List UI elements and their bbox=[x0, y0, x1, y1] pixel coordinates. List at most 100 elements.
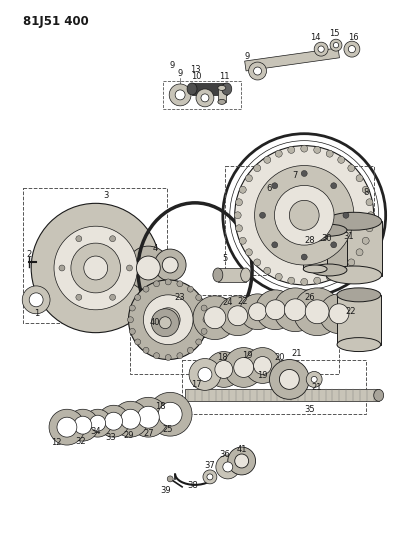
Text: 32: 32 bbox=[76, 437, 86, 446]
Text: 35: 35 bbox=[304, 405, 314, 414]
Bar bbox=[218, 88, 226, 102]
Bar bbox=[23, 188, 167, 322]
Circle shape bbox=[269, 360, 309, 399]
Circle shape bbox=[326, 150, 333, 157]
Circle shape bbox=[126, 265, 132, 271]
Circle shape bbox=[216, 455, 240, 479]
Ellipse shape bbox=[241, 268, 251, 282]
Circle shape bbox=[154, 353, 160, 359]
Circle shape bbox=[49, 409, 85, 445]
Circle shape bbox=[151, 309, 179, 337]
Circle shape bbox=[228, 306, 248, 326]
Circle shape bbox=[90, 415, 106, 431]
Circle shape bbox=[165, 354, 171, 360]
Circle shape bbox=[143, 286, 149, 292]
Circle shape bbox=[154, 281, 160, 287]
Circle shape bbox=[156, 308, 180, 332]
Circle shape bbox=[135, 295, 141, 301]
Circle shape bbox=[245, 348, 281, 383]
Text: 15: 15 bbox=[329, 29, 339, 38]
Circle shape bbox=[188, 348, 193, 353]
Circle shape bbox=[204, 307, 226, 329]
Circle shape bbox=[254, 259, 261, 266]
Circle shape bbox=[356, 175, 363, 182]
Circle shape bbox=[76, 236, 82, 241]
Circle shape bbox=[266, 300, 285, 320]
Circle shape bbox=[348, 165, 355, 172]
Text: 29: 29 bbox=[123, 431, 134, 440]
Circle shape bbox=[254, 165, 261, 172]
Text: 33: 33 bbox=[105, 433, 116, 442]
Text: 12: 12 bbox=[51, 438, 61, 447]
Circle shape bbox=[301, 145, 308, 152]
Circle shape bbox=[348, 45, 355, 53]
Text: 16: 16 bbox=[349, 33, 359, 42]
Circle shape bbox=[348, 259, 355, 266]
Text: 1: 1 bbox=[35, 309, 40, 318]
Text: 31: 31 bbox=[344, 232, 354, 241]
Circle shape bbox=[203, 470, 217, 484]
Ellipse shape bbox=[374, 389, 384, 401]
Circle shape bbox=[67, 409, 99, 441]
Ellipse shape bbox=[337, 337, 381, 352]
Circle shape bbox=[338, 156, 345, 163]
Circle shape bbox=[84, 256, 108, 280]
Circle shape bbox=[71, 243, 121, 293]
Circle shape bbox=[264, 156, 271, 163]
Circle shape bbox=[135, 339, 141, 345]
Circle shape bbox=[301, 254, 307, 260]
Ellipse shape bbox=[218, 85, 226, 91]
Circle shape bbox=[201, 328, 207, 334]
Circle shape bbox=[121, 409, 140, 429]
Circle shape bbox=[254, 67, 262, 75]
Circle shape bbox=[331, 183, 337, 189]
Circle shape bbox=[206, 352, 242, 387]
Ellipse shape bbox=[311, 264, 347, 276]
Text: 5: 5 bbox=[222, 254, 227, 263]
Circle shape bbox=[224, 348, 264, 387]
Circle shape bbox=[84, 409, 112, 437]
Circle shape bbox=[196, 295, 202, 301]
Circle shape bbox=[330, 39, 342, 51]
Bar bbox=[245, 48, 340, 71]
Circle shape bbox=[110, 294, 115, 300]
Circle shape bbox=[162, 257, 178, 273]
Text: 37: 37 bbox=[204, 462, 215, 471]
Text: 22: 22 bbox=[238, 297, 248, 306]
Ellipse shape bbox=[337, 288, 381, 302]
Circle shape bbox=[329, 304, 349, 324]
Circle shape bbox=[344, 41, 360, 57]
Bar bbox=[326, 221, 382, 276]
Circle shape bbox=[249, 62, 266, 80]
Circle shape bbox=[98, 405, 130, 437]
Circle shape bbox=[175, 90, 185, 100]
Text: 7: 7 bbox=[293, 171, 298, 180]
Text: 18: 18 bbox=[155, 402, 165, 411]
Circle shape bbox=[223, 462, 233, 472]
Circle shape bbox=[201, 305, 207, 311]
Text: 6: 6 bbox=[267, 184, 272, 193]
Circle shape bbox=[356, 249, 363, 256]
Circle shape bbox=[338, 267, 345, 274]
Text: 19: 19 bbox=[257, 371, 268, 380]
Text: 9: 9 bbox=[244, 52, 249, 61]
Circle shape bbox=[105, 412, 123, 430]
Circle shape bbox=[264, 267, 271, 274]
Circle shape bbox=[362, 186, 369, 193]
Bar bbox=[130, 295, 339, 375]
Bar bbox=[337, 295, 381, 345]
Circle shape bbox=[293, 288, 341, 336]
Circle shape bbox=[169, 84, 191, 106]
Text: 4: 4 bbox=[152, 244, 158, 253]
Circle shape bbox=[319, 294, 359, 334]
Circle shape bbox=[149, 392, 192, 436]
Circle shape bbox=[333, 43, 339, 48]
Circle shape bbox=[76, 294, 82, 300]
Circle shape bbox=[196, 339, 202, 345]
Circle shape bbox=[289, 200, 319, 230]
Circle shape bbox=[54, 226, 138, 310]
Text: 25: 25 bbox=[162, 425, 173, 434]
Circle shape bbox=[273, 288, 317, 332]
Ellipse shape bbox=[303, 233, 327, 241]
Text: 81J51 400: 81J51 400 bbox=[23, 15, 89, 28]
